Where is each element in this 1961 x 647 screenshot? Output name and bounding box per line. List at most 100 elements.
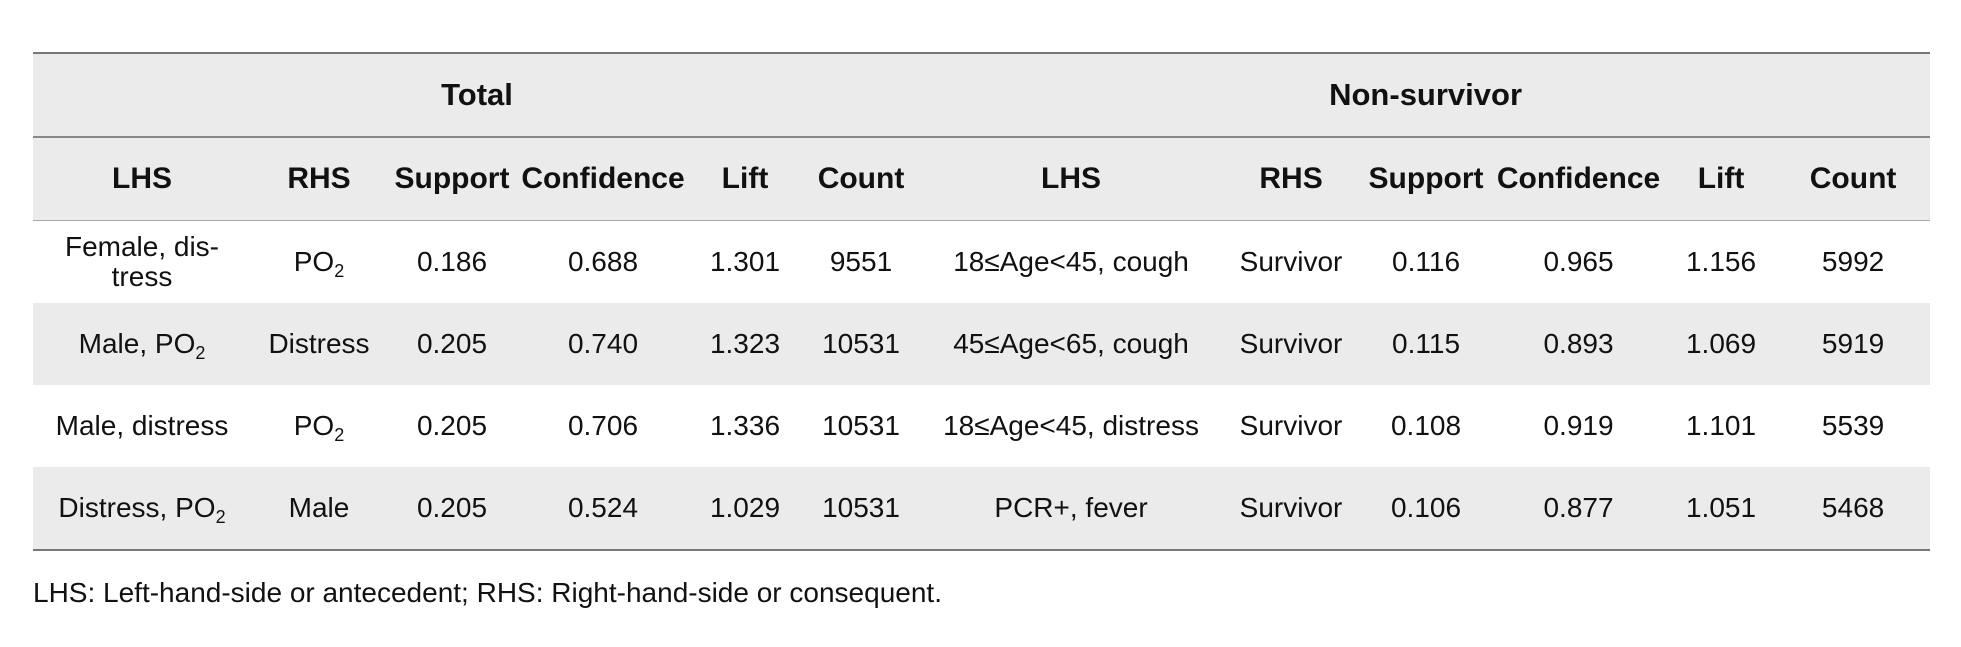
table-cell: 0.893 [1491, 303, 1667, 385]
table-cell: 5919 [1776, 303, 1931, 385]
cell-text: 1.323 [709, 328, 781, 359]
cell-text: 0.877 [1543, 492, 1614, 523]
cell-text: 10531 [822, 492, 900, 523]
cell-subscript: 2 [334, 261, 345, 281]
table-cell: 45≤Age<65, cough [921, 303, 1222, 385]
cell-text: 0.706 [567, 410, 639, 441]
cell-text: 10531 [822, 410, 900, 441]
cell-text: 0.108 [1390, 410, 1462, 441]
group-header-non-survivor: Non-survivor [921, 53, 1931, 137]
table-cell: 1.156 [1666, 221, 1776, 304]
cell-text: 1.029 [709, 492, 781, 523]
table-cell: 5992 [1776, 221, 1930, 304]
table-cell: Female, dis-tress [33, 221, 251, 304]
cell-subscript: 2 [334, 425, 345, 445]
table-cell: 5539 [1776, 385, 1930, 467]
cell-text: 18≤Age<45, cough [953, 246, 1189, 277]
cell-text: 0.919 [1543, 410, 1614, 441]
column-header: LHS [33, 137, 251, 221]
table-cell: 10531 [801, 467, 922, 550]
table-cell: Survivor [1221, 303, 1362, 385]
cell-text: 0.205 [416, 328, 488, 359]
table-cell: PO2 [251, 385, 387, 467]
column-header: Support [1361, 137, 1492, 221]
column-header: LHS [921, 137, 1222, 221]
table-cell: 0.965 [1491, 221, 1666, 304]
table-cell: PCR+, fever [921, 467, 1222, 550]
cell-text: Male, PO [78, 328, 196, 359]
cell-text: PO [293, 246, 335, 277]
table-cell: Male, distress [33, 385, 251, 467]
table-cell: 0.205 [387, 385, 517, 467]
table-cell: 0.524 [517, 467, 689, 550]
table-cell: Survivor [1221, 467, 1362, 550]
cell-text: 0.115 [1392, 328, 1461, 359]
cell-subscript: 2 [195, 343, 206, 363]
cell-text: 5992 [1821, 246, 1885, 277]
cell-text: 0.186 [416, 246, 488, 277]
cell-text: Female, dis-tress [64, 231, 220, 292]
cell-text: 0.893 [1543, 328, 1614, 359]
table-cell: 10531 [801, 385, 921, 467]
table-cell: 1.323 [689, 303, 801, 385]
cell-text: Survivor [1239, 246, 1343, 277]
column-header: RHS [1221, 137, 1362, 221]
table-row: Male, PO2 Distress 0.205 0.740 1.323 10531 45≤… [33, 303, 1931, 385]
table-cell: Distress [251, 303, 387, 385]
table-cell: 0.116 [1361, 221, 1491, 304]
table-row: Distress, PO2 Male 0.205 0.524 1.029 10531 PCR… [33, 467, 1931, 550]
table-cell: Male [251, 467, 387, 550]
group-header-row: Total Non-survivor [33, 53, 1931, 137]
column-header: Count [801, 137, 922, 221]
cell-text: 18≤Age<45, distress [943, 410, 1199, 441]
cell-text: PO [293, 410, 335, 441]
column-header: RHS [251, 137, 387, 221]
cell-text: 9551 [829, 246, 893, 277]
column-header-row: LHS RHS Support Confidence Lift Count LH… [33, 137, 1931, 221]
cell-text: Survivor [1239, 410, 1343, 441]
table-cell: 18≤Age<45, distress [921, 385, 1221, 467]
table-cell: 0.186 [387, 221, 517, 304]
table-cell: 1.301 [689, 221, 801, 304]
cell-text: Survivor [1239, 492, 1343, 523]
table-body: Female, dis-tress PO2 0.186 0.688 1.301 9551 1… [33, 221, 1931, 550]
cell-text: Male [288, 492, 350, 523]
cell-text: 0.116 [1392, 246, 1461, 277]
table-footnote: LHS: Left-hand-side or antecedent; RHS: … [33, 577, 942, 608]
table-cell: 0.688 [517, 221, 689, 304]
table-cell: Distress, PO2 [33, 467, 251, 550]
table-cell: 18≤Age<45, cough [921, 221, 1221, 304]
table-cell: 1.069 [1666, 303, 1777, 385]
cell-text: 5919 [1821, 328, 1885, 359]
cell-text: 1.301 [709, 246, 781, 277]
cell-text: PCR+, fever [994, 492, 1148, 523]
cell-text: 5539 [1821, 410, 1885, 441]
table-cell: 9551 [801, 221, 921, 304]
table-cell: 0.877 [1491, 467, 1667, 550]
cell-text: 1.069 [1685, 328, 1757, 359]
column-header: Lift [689, 137, 801, 221]
table-cell: 0.115 [1361, 303, 1492, 385]
table-cell: 0.108 [1361, 385, 1491, 467]
table-cell: 0.205 [387, 467, 517, 550]
table-cell: 0.706 [517, 385, 689, 467]
table-cell: 1.051 [1666, 467, 1777, 550]
column-header: Count [1776, 137, 1931, 221]
cell-text: Male, distress [55, 410, 229, 441]
column-header: Lift [1666, 137, 1777, 221]
table-cell: 10531 [801, 303, 922, 385]
group-header-total: Total [33, 53, 922, 137]
cell-text: 1.156 [1685, 246, 1757, 277]
cell-text: Distress, PO [58, 492, 216, 523]
table-cell: 0.106 [1361, 467, 1492, 550]
cell-text: 0.524 [567, 492, 639, 523]
table-cell: 0.740 [517, 303, 689, 385]
column-header: Support [387, 137, 517, 221]
cell-text: 1.336 [709, 410, 781, 441]
cell-text: 1.101 [1685, 410, 1757, 441]
cell-text: 10531 [822, 328, 900, 359]
table-cell: PO2 [251, 221, 387, 304]
cell-text: 45≤Age<65, cough [953, 328, 1189, 359]
association-rules-table-container: Total Non-survivor LHS RHS Support Confi… [33, 52, 1931, 551]
cell-text: 5468 [1821, 492, 1885, 523]
